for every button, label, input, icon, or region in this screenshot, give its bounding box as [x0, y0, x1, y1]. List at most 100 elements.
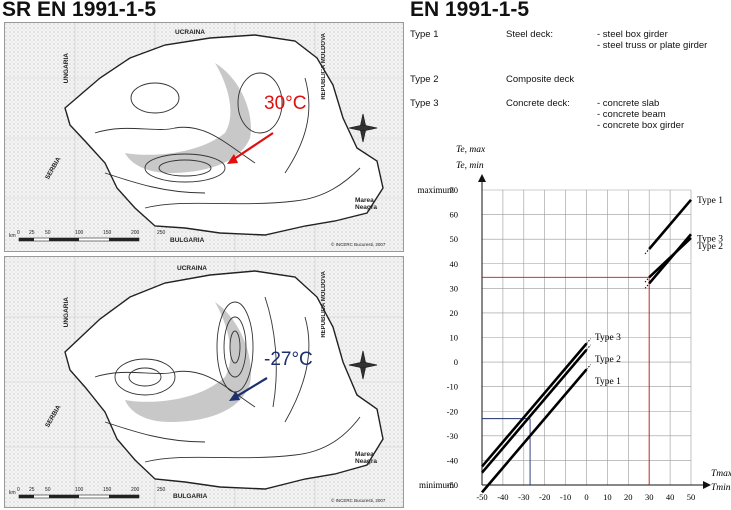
deck-type-1-item: - steel truss or plate girder [597, 40, 708, 51]
min-temp-arrow [233, 377, 268, 399]
x-axis-arrow [703, 481, 711, 489]
x-axis-title-max: Tmax [711, 469, 731, 479]
y-maximum-label: maximum [418, 185, 455, 195]
x-axis-title-min: Tmin [711, 483, 731, 493]
deck-type-3-item: - concrete beam [597, 109, 666, 120]
map-min-drawing [5, 257, 403, 507]
map-credit: © INCERC Bucuresti, 2007 [331, 498, 386, 503]
scale-tick-2: 50 [45, 487, 51, 493]
series-line-max [648, 198, 692, 250]
map-label-moldova: REPUBLICA MOLDOVA [321, 33, 327, 100]
series-label-right: Type 3 [697, 234, 723, 244]
series-label-right: Type 2 [697, 242, 723, 252]
series-dotted-max [644, 283, 650, 289]
y-tick-label: 70 [450, 185, 459, 195]
map-label-hungary: UNGARIA [63, 297, 70, 328]
x-tick-label: 0 [584, 492, 588, 502]
y-tick-label: 50 [450, 234, 459, 244]
right-title: EN 1991-1-5 [410, 0, 530, 21]
series-label-right: Type 1 [697, 196, 723, 206]
series-dotted-min [586, 364, 592, 370]
x-tick-label: -40 [497, 492, 508, 502]
series-label-left: Type 2 [595, 355, 621, 365]
deck-type-3-label: Type 3 [410, 98, 439, 109]
series-dotted-min [586, 344, 592, 351]
y-tick-label: -10 [447, 382, 458, 392]
scale-tick-5: 200 [131, 230, 140, 236]
deck-type-3-item: - concrete slab [597, 98, 660, 109]
map-min-temperature: UCRAINA UNGARIA REPUBLICA MOLDOVA SERBIA… [4, 256, 404, 508]
scale-tick-4: 150 [103, 487, 112, 493]
scale-tick-0: 0 [17, 230, 20, 236]
scale-unit: km [9, 233, 16, 239]
x-tick-label: 40 [666, 492, 675, 502]
map-label-ukraine: UCRAINA [177, 265, 207, 272]
series-line-max [648, 233, 692, 285]
left-title: SR EN 1991-1-5 [2, 0, 157, 21]
map-label-bulgaria: BULGARIA [170, 237, 205, 244]
series-label-left: Type 3 [595, 333, 621, 343]
y-tick-label: -40 [447, 455, 458, 465]
series-line-min [481, 348, 588, 474]
map-label-ukraine: UCRAINA [175, 29, 205, 36]
map-credit: © INCERC Bucuresti, 2007 [331, 242, 386, 247]
x-tick-label: 10 [603, 492, 612, 502]
map-max-drawing [5, 23, 403, 251]
x-tick-label: 20 [624, 492, 633, 502]
scale-tick-5: 200 [131, 487, 140, 493]
map-max-temperature: UCRAINA UNGARIA REPUBLICA MOLDOVA SERBIA… [4, 22, 404, 252]
y-tick-label: 40 [450, 259, 459, 269]
x-tick-label: -10 [560, 492, 571, 502]
y-tick-label: 20 [450, 308, 459, 318]
y-tick-label: 30 [450, 283, 459, 293]
y-tick-label: -30 [447, 431, 458, 441]
map-label-black-sea: Marea Neagra [355, 451, 378, 465]
series-dotted-max [644, 276, 650, 283]
x-tick-label: -30 [518, 492, 529, 502]
scale-tick-0: 0 [17, 487, 20, 493]
scale-bar [18, 237, 140, 242]
y-tick-label: -20 [447, 406, 458, 416]
deck-type-3-items: - concrete slab - concrete beam - concre… [597, 98, 684, 131]
scale-tick-4: 150 [103, 230, 112, 236]
map-label-black-sea: Marea Neagra [355, 197, 378, 211]
y-axis-arrow [478, 174, 486, 182]
scale-tick-6: 250 [157, 230, 166, 236]
deck-type-2-deck: Composite deck [506, 74, 575, 85]
deck-type-1-label: Type 1 [410, 29, 439, 40]
y-axis-title-max: Te, max [456, 145, 486, 155]
y-minimum-label: minimum [419, 480, 454, 490]
y-tick-label: -50 [447, 480, 458, 490]
min-temp-annotation: -27°C [264, 349, 313, 370]
scale-tick-3: 100 [75, 487, 84, 493]
series-line-min [481, 368, 588, 494]
x-tick-label: 50 [687, 492, 696, 502]
series-dotted-min [586, 338, 592, 344]
scale-tick-3: 100 [75, 230, 84, 236]
deck-type-3-deck: Concrete deck: [506, 98, 570, 109]
deck-type-1-items: - steel box girder - steel truss or plat… [597, 29, 707, 51]
map-label-hungary: UNGARIA [63, 53, 70, 84]
deck-type-2-label: Type 2 [410, 74, 439, 85]
compass-rose [348, 350, 378, 380]
scale-tick-6: 250 [157, 487, 166, 493]
scale-tick-1: 25 [29, 230, 35, 236]
y-tick-label: 60 [450, 210, 459, 220]
max-temp-arrow [230, 132, 274, 162]
deck-type-1-item: - steel box girder [597, 29, 668, 40]
deck-type-1-deck: Steel deck: [506, 29, 553, 40]
series-line-min [481, 342, 588, 468]
deck-type-3-item: - concrete box girder [597, 120, 685, 131]
x-tick-label: 30 [645, 492, 654, 502]
compass-rose [348, 113, 378, 143]
map-label-moldova: REPUBLICA MOLDOVA [321, 271, 327, 338]
y-axis-title-min: Te, min [456, 161, 484, 171]
series-dotted-max [644, 248, 650, 255]
y-tick-label: 0 [454, 357, 458, 367]
scale-tick-2: 50 [45, 230, 51, 236]
scale-bar [18, 494, 140, 499]
series-label-left: Type 1 [595, 377, 621, 387]
scale-unit: km [9, 490, 16, 496]
scale-tick-1: 25 [29, 487, 35, 493]
